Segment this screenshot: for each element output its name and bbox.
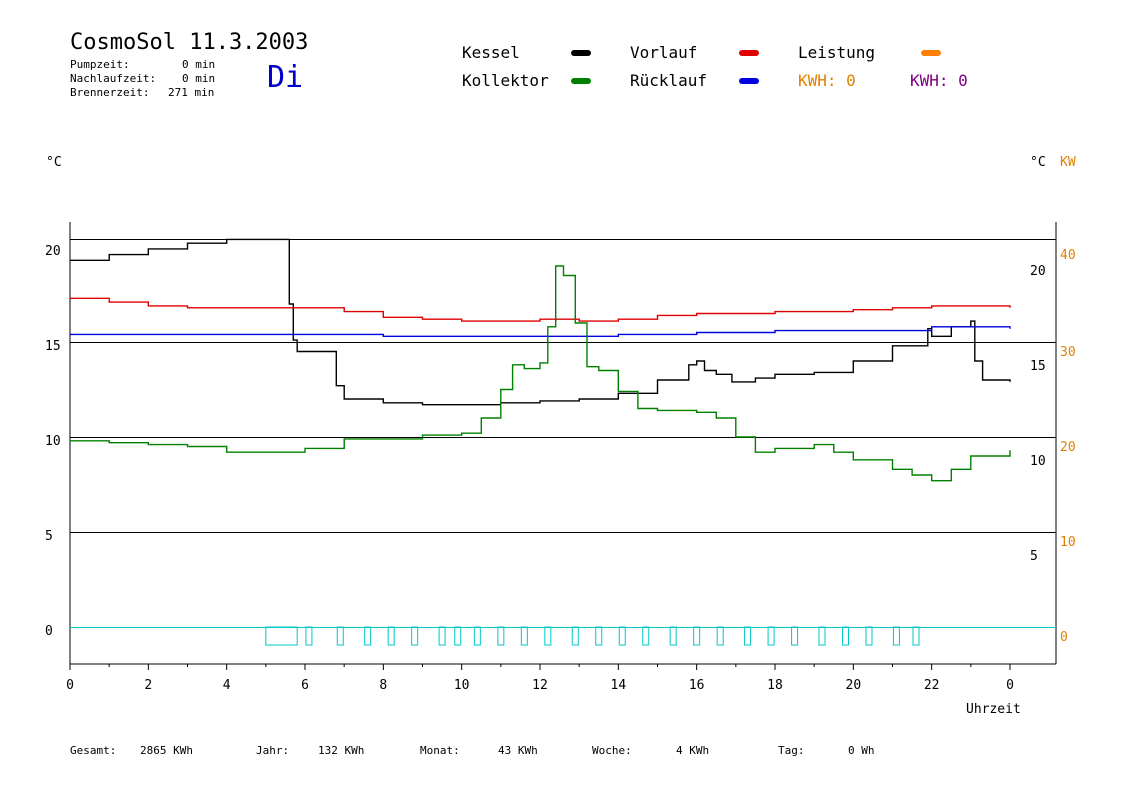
legend-leistung-label: Leistung [798,43,876,62]
y-right-kw-tick-label: 0 [1060,630,1068,645]
pump-mark [716,626,724,646]
stat-brenner-label: Brennerzeit: [70,86,150,99]
footer-gesamt-value: 2865 KWh [140,744,193,757]
x-tick-label: 8 [379,678,387,693]
stat-brenner-value: 271 min [168,86,215,99]
footer-monat-value: 43 KWh [498,744,538,757]
weekday-label: Di [267,60,304,95]
y-right-tick-label: 10 [1030,454,1046,469]
y-right-kw-tick-label: 10 [1060,535,1076,550]
legend-kessel-swatch [571,50,591,56]
pump-mark [892,626,900,646]
y-right-kw-tick-label: 20 [1060,440,1076,455]
y-right-kw-tick-label: 30 [1060,345,1076,360]
x-tick-label: 6 [301,678,309,693]
legend-leistung-swatch [921,50,941,56]
legend-kollektor-label: Kollektor [462,71,549,90]
legend-kollektor-swatch [571,78,591,84]
x-tick-label: 18 [767,678,783,693]
series-line-kollektor [70,265,1011,482]
footer-jahr-label: Jahr: [256,744,290,757]
stat-pump-value: 0 min [182,58,216,71]
series-layer [70,238,1011,482]
stat-nachlauf-value: 0 min [182,72,216,85]
x-tick-label: 20 [846,678,862,693]
footer-woche-value: 4 KWh [676,744,710,757]
stat-pump-label: Pumpzeit: [70,58,130,71]
x-tick-label: 4 [223,678,231,693]
pump-mark [305,626,313,646]
y-left-unit: °C [46,155,62,170]
x-tick-label: 16 [689,678,705,693]
series-line-kessel [70,238,1011,406]
footer-tag-value: 0 Wh [848,744,875,757]
pump-mark [473,626,481,646]
pump-marks-layer [265,626,920,646]
series-line-rücklauf [70,326,1011,337]
pump-mark [364,626,372,646]
series-line-vorlauf [70,297,1011,322]
pump-mark [842,626,849,646]
pump-mark [618,626,626,646]
legend-kwh-orange: KWH: 0 [798,71,856,90]
x-tick-label: 2 [144,678,152,693]
x-tick-label: 10 [454,678,470,693]
x-tick-label: 22 [924,678,940,693]
footer-woche-label: Woche: [592,744,632,757]
pump-mark [595,626,603,646]
stat-nachlauf-label: Nachlaufzeit: [70,72,157,85]
x-tick-label: 12 [532,678,548,693]
x-tick-label: 14 [611,678,627,693]
pump-mark [336,626,344,646]
y-right-kw-tick-label: 40 [1060,248,1076,263]
pump-mark [642,626,650,646]
pump-mark [865,626,873,646]
pump-mark [411,626,419,646]
footer-gesamt-label: Gesamt: [70,744,117,757]
pump-mark [387,626,395,646]
x-axis-label: Uhrzeit [966,702,1021,717]
pump-mark [544,626,552,646]
y-left-tick-label: 15 [45,339,61,354]
y-left-tick-label: 10 [45,434,61,449]
pump-mark [669,626,677,646]
pump-mark [520,626,528,646]
y-right-tick-label: 20 [1030,264,1046,279]
pump-mark [571,626,579,646]
legend-ruecklauf-label: Rücklauf [630,71,708,90]
footer-tag-label: Tag: [778,744,805,757]
y-right-kw-unit: KW [1060,155,1076,170]
y-left-tick-label: 20 [45,244,61,259]
y-left-tick-label: 0 [45,624,53,639]
x-tick-label: 0 [66,678,74,693]
pump-mark [791,626,799,646]
legend-vorlauf-swatch [739,50,759,56]
y-right-unit: °C [1030,155,1046,170]
footer-monat-label: Monat: [420,744,460,757]
y-right-tick-label: 5 [1030,549,1038,564]
y-left-tick-label: 5 [45,529,53,544]
x-tick-label: 0 [1006,678,1014,693]
grid-layer [69,222,1057,665]
legend-ruecklauf-swatch [739,78,759,84]
pump-mark [818,626,826,646]
pump-mark [438,626,446,646]
y-right-tick-label: 15 [1030,359,1046,374]
pump-mark [744,626,752,646]
legend-kwh-purple: KWH: 0 [910,71,968,90]
legend-vorlauf-label: Vorlauf [630,43,698,62]
burner-mark [265,626,298,646]
chart-title: CosmoSol 11.3.2003 [70,30,309,55]
pump-mark [767,626,775,646]
pump-mark [454,626,462,646]
tick-layer: 0 2 4 6 8 10 12 14 16 18 20 22 0 0 5 10 15 20 5 10 15 20 0 10 20… [45,244,1076,693]
footer-jahr-value: 132 KWh [318,744,365,757]
pump-mark [693,626,701,646]
legend-kessel-label: Kessel [462,43,520,62]
pump-mark [497,626,505,646]
pump-mark [912,626,920,646]
